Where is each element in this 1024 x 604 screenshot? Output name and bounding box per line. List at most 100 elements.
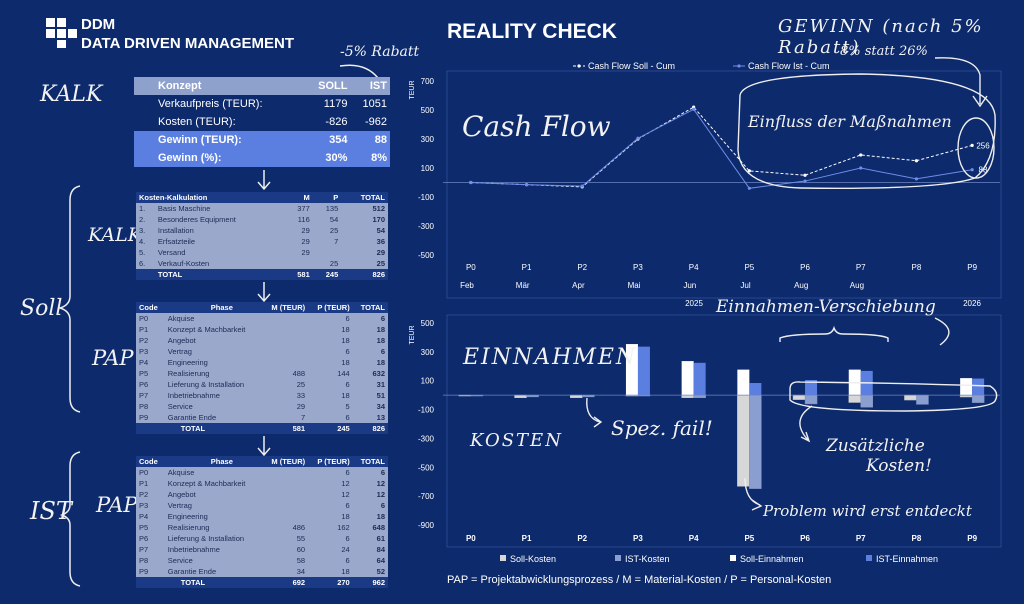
line-data-label: 256: [976, 141, 990, 150]
kk-cell: Besonderes Equipment: [154, 214, 285, 225]
pap-ist-row: P3 Vertrag 6 6: [136, 500, 388, 511]
bar-legend-label: Soll-Kosten: [510, 554, 556, 564]
bar-legend-swatch: [730, 555, 736, 561]
pap-soll-row: P6 Lieferung & Installation 25 6 31: [136, 379, 388, 390]
pap-soll-row: P9 Garantie Ende 7 6 13: [136, 412, 388, 423]
kk-cell: [284, 258, 313, 269]
bar-xtick-label: P4: [689, 534, 699, 543]
pap-soll-head-m: M (TEUR): [261, 302, 309, 313]
pap-ist-cell: 24: [308, 544, 353, 555]
line-point: [970, 168, 974, 172]
bar-ytick-label: -700: [418, 492, 435, 501]
bar-xtick-label: P9: [967, 534, 977, 543]
line-xtick-label: P3: [633, 263, 643, 272]
pap-ist-head-total: TOTAL: [352, 456, 388, 467]
line-point: [970, 143, 974, 147]
pap-soll-cell: 6: [308, 379, 353, 390]
pap-ist-cell: Service: [164, 555, 262, 566]
bar-xtick-label: P6: [800, 534, 810, 543]
pap-soll-table: Code Phase M (TEUR) P (TEUR) TOTAL P0 Akq…: [136, 302, 388, 434]
annotation-problem: Problem wird erst entdeckt: [763, 502, 972, 520]
pap-soll-cell: Lieferung & Installation: [164, 379, 262, 390]
bar-soll-einnahmen: [960, 378, 973, 396]
pap-soll-cell: Vertrag: [164, 346, 262, 357]
line-month-label: Feb: [460, 281, 474, 290]
annotation-einnahmen: EINNAHMEN: [463, 345, 638, 370]
kk-cell: [312, 247, 342, 258]
line-series-0: [470, 106, 973, 188]
kk-row: 6. Verkauf-Kosten 25 25: [136, 258, 388, 269]
pap-ist-row: P0 Akquise 6 6: [136, 467, 388, 478]
kk-head-m: M: [284, 192, 313, 203]
pap-soll-cell: P6: [136, 379, 165, 390]
pap-soll-head-p: P (TEUR): [308, 302, 353, 313]
pap-ist-cell: 61: [352, 533, 388, 544]
pap-ist-cell: P0: [136, 467, 165, 478]
line-xtick-label: P2: [577, 263, 587, 272]
pap-ist-cell: 486: [261, 522, 309, 533]
pap-soll-cell: [261, 346, 309, 357]
line-ylabel: TEUR: [409, 80, 416, 99]
pap-soll-cell: P5: [136, 368, 165, 379]
pap-ist-cell: 6: [308, 533, 353, 544]
kk-head-p: P: [312, 192, 342, 203]
bar-ytick-label: 100: [421, 377, 435, 386]
bar-legend-swatch: [615, 555, 621, 561]
bar-legend-swatch: [866, 555, 872, 561]
pap-ist-head-m: M (TEUR): [261, 456, 309, 467]
pap-soll-cell: 34: [352, 401, 388, 412]
pap-soll-cell: P8: [136, 401, 165, 412]
pap-ist-cell: 18: [352, 511, 388, 522]
pap-ist-cell: 34: [261, 566, 309, 577]
bar-soll-einnahmen: [681, 361, 694, 396]
pap-ist-cell: [261, 500, 309, 511]
bar-soll-kosten: [737, 394, 750, 487]
bar-xtick-label: P7: [856, 534, 866, 543]
line-ytick-label: 500: [421, 106, 435, 115]
pap-soll-cell: P1: [136, 324, 165, 335]
line-ytick-label: 300: [421, 135, 435, 144]
einnahmen-kosten-chart: 500 300 100 -100 -300 -500 -700 -900 TEUR P0 P1 P2 P…: [409, 319, 1000, 564]
logo-abbr: DDM: [81, 16, 116, 33]
kk-cell: 6.: [136, 258, 155, 269]
pap-soll-total: 826: [352, 423, 388, 434]
pap-ist-cell: P3: [136, 500, 165, 511]
problem-arrow: [744, 477, 763, 511]
verschiebung-arrow: [934, 317, 950, 346]
bar-ylabel: TEUR: [409, 325, 416, 344]
kk-cell: 25: [312, 258, 342, 269]
kk-row: 4. Erfsatzteile 29 7 36: [136, 236, 388, 247]
line-point: [859, 166, 863, 170]
kalk-row-label: Verkaufpreis (TEUR):: [134, 95, 305, 113]
kk-total-label: TOTAL: [154, 269, 285, 280]
kalk-gewinn-ist: 88: [350, 131, 390, 149]
gewinn-circle: [957, 117, 995, 179]
pap-soll-head-phase: Phase: [164, 302, 262, 313]
annotation-ist: IST: [30, 497, 72, 525]
kalk-gewinn-label: Gewinn (TEUR):: [134, 131, 305, 149]
kk-head: Kosten-Kalkulation: [136, 192, 285, 203]
kalk-gewinn-soll: 354: [304, 131, 351, 149]
pap-soll-cell: [261, 335, 309, 346]
pap-ist-cell: [261, 478, 309, 489]
line-ytick-label: -100: [418, 193, 435, 202]
einfluss-ellipse: [737, 73, 996, 189]
pap-ist-cell: Konzept & Machbarkeit: [164, 478, 262, 489]
annotation-spez-fail: Spez. fail!: [611, 416, 713, 440]
kalk-head-concept: Konzept: [134, 77, 305, 95]
kk-cell: 25: [341, 258, 388, 269]
zusaetzlich-arrow: [799, 405, 813, 443]
pap-ist-table: Code Phase M (TEUR) P (TEUR) TOTAL P0 Akq…: [136, 456, 388, 588]
pap-ist-cell: 55: [261, 533, 309, 544]
line-legend-marker: [737, 64, 741, 68]
kk-cell: 377: [284, 203, 313, 214]
annotation-rabatt: -5% Rabatt: [340, 44, 420, 60]
pap-ist-cell: Akquise: [164, 467, 262, 478]
annotation-pap-ist: PAP: [96, 493, 138, 517]
bar-legend-swatch: [500, 555, 506, 561]
kalk-row-ist: -962: [350, 113, 390, 131]
line-xtick-label: P1: [522, 263, 532, 272]
pap-soll-cell: 18: [308, 357, 353, 368]
pap-ist-cell: [261, 489, 309, 500]
